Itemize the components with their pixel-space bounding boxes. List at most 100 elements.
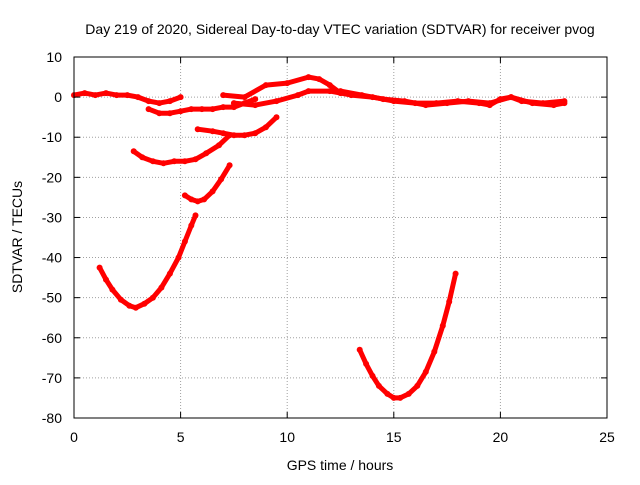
data-point [149,158,156,165]
data-point [356,346,363,353]
data-point [156,110,163,117]
data-point [422,368,429,375]
data-point [384,390,391,397]
x-tick-label: 0 [70,429,78,445]
data-point [135,94,141,101]
data-point [126,302,133,309]
data-point [358,92,365,99]
data-point [201,196,208,203]
data-point [390,394,397,401]
data-point [81,90,88,97]
data-point [158,284,165,291]
y-axis-label: SDTVAR / TECUs [9,181,25,293]
data-point [439,322,446,329]
data-point [375,382,382,389]
data-point [188,222,195,229]
data-point [166,98,173,105]
data-point [103,90,109,97]
data-point [316,76,323,83]
data-point [262,124,269,131]
data-point [203,150,210,157]
data-point [226,132,233,139]
data-point [209,106,216,113]
x-tick-label: 5 [177,429,185,445]
data-point [305,74,312,81]
data-point [177,108,184,115]
data-point [220,104,227,111]
data-point [113,92,120,99]
data-point [561,100,568,107]
data-point [405,390,412,397]
data-point [216,142,222,149]
data-point [226,162,233,169]
data-point [124,92,131,99]
data-point [103,276,109,283]
data-point [273,98,280,105]
data-point [508,94,515,101]
data-point [145,106,152,113]
y-tick-label: 10 [46,49,62,65]
chart-title: Day 219 of 2020, Sidereal Day-to-day VTE… [85,21,594,37]
y-tick-label: -40 [42,250,62,266]
data-point [273,114,280,121]
data-point [252,130,259,137]
axis-ticks [73,56,608,419]
data-point [139,154,146,161]
data-point [149,294,156,301]
data-point [444,100,451,107]
series-track-minus-16 [131,132,233,166]
data-point [209,188,216,195]
data-point [181,192,188,199]
data-point [218,176,225,183]
y-tick-label: -30 [42,209,62,225]
x-tick-label: 15 [386,429,402,445]
data-point [188,106,195,113]
data-point [209,128,216,135]
data-point [109,286,116,293]
data-point [486,100,493,107]
y-tick-label: -70 [42,370,62,386]
data-point [171,158,178,165]
axis-tick-labels: 0 5 10 15 20 25 10 0 -10 -20 -30 -40 -50 -60 -70 -80 [42,49,615,445]
plot-frame [73,56,608,419]
data-point [175,254,182,261]
data-point [166,270,173,277]
data-point [145,98,152,105]
data-point [401,98,408,105]
y-tick-label: -50 [42,290,62,306]
data-point [177,94,184,101]
y-tick-label: -20 [42,169,62,185]
x-tick-label: 25 [599,429,615,445]
data-point [241,132,248,139]
data-point [194,198,201,205]
y-tick-label: -80 [42,410,62,426]
x-tick-label: 20 [493,429,509,445]
data-point [181,158,188,165]
data-point [194,126,201,133]
data-point [337,88,344,95]
series-track-upper-band [338,88,567,108]
data-point [141,300,148,307]
data-point [96,264,103,271]
data-point [305,88,312,95]
data-point [160,160,167,167]
data-point [220,130,227,137]
data-point [465,98,472,105]
y-tick-label: 0 [54,89,62,105]
data-point [130,148,137,155]
y-tick-label: -60 [42,330,62,346]
data-point [230,132,237,139]
data-point [220,92,227,99]
data-point [431,348,438,355]
data-point [132,304,139,311]
data-point [380,96,387,103]
x-axis-label: GPS time / hours [287,457,394,473]
data-point [192,212,199,219]
data-point [262,82,269,89]
data-point [166,110,173,117]
data-point [192,156,199,163]
data-point [529,100,536,107]
